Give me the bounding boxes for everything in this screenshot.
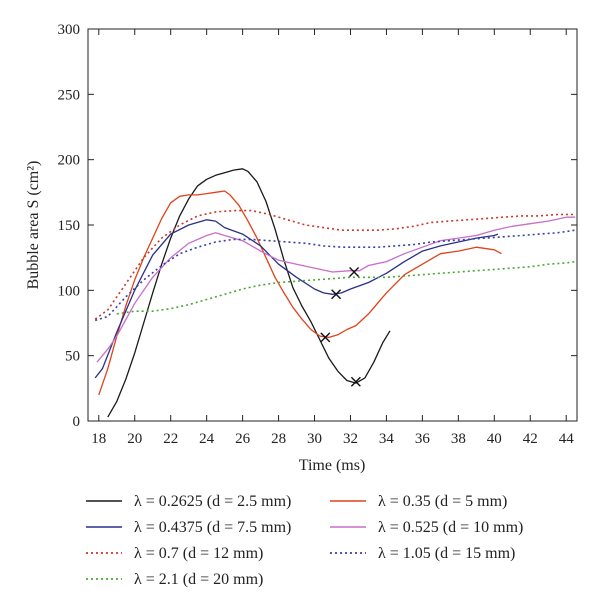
- legend-label: λ = 1.05 (d = 15 mm): [378, 545, 515, 562]
- legend-entry: λ = 0.7 (d = 12 mm): [86, 545, 263, 562]
- legend-label: λ = 0.525 (d = 10 mm): [378, 519, 523, 536]
- series-line-0: [107, 168, 391, 418]
- y-tick-label: 250: [58, 87, 81, 103]
- minimum-marker: [349, 267, 360, 278]
- marker-layer: [320, 267, 361, 387]
- minimum-marker: [350, 376, 361, 387]
- legend-label: λ = 0.7 (d = 12 mm): [134, 545, 263, 562]
- y-tick-label: 300: [58, 22, 81, 38]
- y-axis: 0 50 100 150 200 250 300: [58, 22, 577, 430]
- x-tick-label: 28: [271, 431, 286, 447]
- x-axis: 18 20 22 24 26 28 30 32 34 36 38 40 42 44: [91, 29, 574, 447]
- x-tick-label: 34: [379, 431, 395, 447]
- x-axis-label: Time (ms): [299, 457, 366, 474]
- x-tick-label: 26: [235, 431, 251, 447]
- x-tick-label: 36: [415, 431, 431, 447]
- legend-label: λ = 2.1 (d = 20 mm): [134, 571, 263, 588]
- legend-label: λ = 0.2625 (d = 2.5 mm): [134, 493, 291, 510]
- series-line-5: [94, 229, 576, 322]
- y-tick-label: 100: [58, 283, 81, 299]
- legend-label: λ = 0.4375 (d = 7.5 mm): [134, 519, 291, 536]
- series-layer: [94, 168, 576, 418]
- x-tick-label: 38: [451, 431, 466, 447]
- legend-entry: λ = 2.1 (d = 20 mm): [86, 571, 263, 588]
- legend: λ = 0.2625 (d = 2.5 mm) λ = 0.35 (d = 5 m…: [86, 493, 523, 588]
- y-tick-label: 50: [65, 349, 80, 365]
- x-tick-label: 44: [559, 431, 575, 447]
- series-line-1: [98, 190, 502, 396]
- legend-label: λ = 0.35 (d = 5 mm): [378, 493, 507, 510]
- x-tick-label: 32: [343, 431, 358, 447]
- x-tick-label: 30: [307, 431, 322, 447]
- legend-entry: λ = 0.2625 (d = 2.5 mm): [86, 493, 291, 510]
- y-axis-label: Bubble area S (cm²): [25, 161, 42, 290]
- x-tick-label: 24: [199, 431, 215, 447]
- y-tick-label: 0: [73, 414, 81, 430]
- legend-entry: λ = 0.35 (d = 5 mm): [330, 493, 507, 510]
- minimum-marker: [331, 289, 342, 300]
- legend-entry: λ = 0.4375 (d = 7.5 mm): [86, 519, 291, 536]
- x-tick-label: 18: [91, 431, 106, 447]
- x-tick-label: 20: [127, 431, 142, 447]
- x-tick-label: 22: [163, 431, 178, 447]
- y-tick-label: 200: [58, 153, 81, 169]
- series-line-3: [96, 216, 576, 363]
- series-line-4: [94, 209, 576, 320]
- plot-frame: [87, 28, 578, 422]
- x-tick-label: 42: [523, 431, 538, 447]
- series-line-6: [116, 260, 576, 315]
- legend-entry: λ = 0.525 (d = 10 mm): [330, 519, 523, 536]
- legend-entry: λ = 1.05 (d = 15 mm): [330, 545, 515, 562]
- y-tick-label: 150: [58, 218, 81, 234]
- series-line-2: [94, 219, 499, 379]
- minimum-marker: [320, 332, 331, 343]
- x-tick-label: 40: [487, 431, 502, 447]
